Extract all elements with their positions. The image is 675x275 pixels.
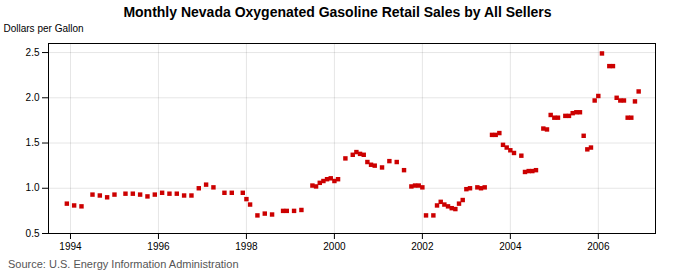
html-text:Source: U.S. Energy Informatio: Source: U.S. Energy Information Administ… (8, 258, 239, 270)
svg-text:1998: 1998 (235, 241, 258, 252)
html-text:Monthly Nevada Oxygenated Gaso: Monthly Nevada Oxygenated Gasoline Retai… (123, 4, 552, 20)
svg-text:2004: 2004 (499, 241, 522, 252)
svg-text:2.5: 2.5 (26, 47, 40, 58)
svg-text:1.0: 1.0 (26, 182, 40, 193)
svg-text:2002: 2002 (411, 241, 434, 252)
svg-text:2000: 2000 (323, 241, 346, 252)
svg-text:Dollars per Gallon: Dollars per Gallon (4, 23, 84, 34)
svg-text:1994: 1994 (59, 241, 82, 252)
svg-text:0.5: 0.5 (26, 228, 40, 239)
svg-text:2006: 2006 (587, 241, 610, 252)
svg-text:2.0: 2.0 (26, 92, 40, 103)
svg-text:1996: 1996 (147, 241, 170, 252)
svg-text:1.5: 1.5 (26, 137, 40, 148)
